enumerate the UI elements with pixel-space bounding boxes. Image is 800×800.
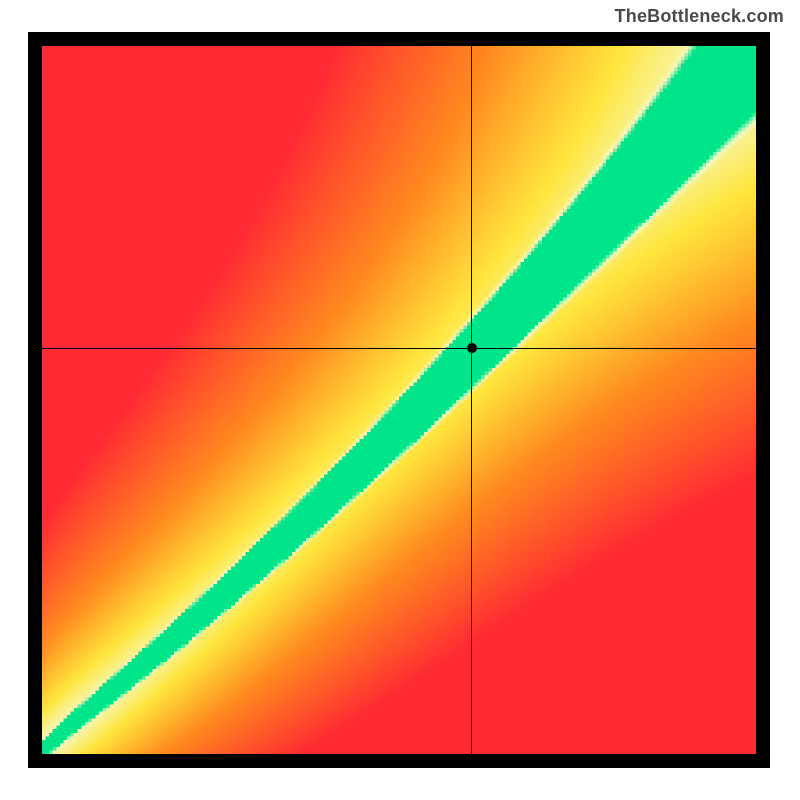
crosshair-dot — [467, 343, 477, 353]
watermark-text: TheBottleneck.com — [615, 6, 784, 27]
plot-border — [28, 32, 770, 768]
crosshair-vertical — [471, 46, 472, 754]
crosshair-horizontal — [42, 348, 756, 349]
root-container: TheBottleneck.com — [0, 0, 800, 800]
